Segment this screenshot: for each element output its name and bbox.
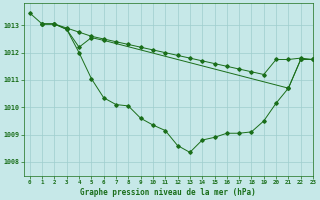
X-axis label: Graphe pression niveau de la mer (hPa): Graphe pression niveau de la mer (hPa): [80, 188, 256, 197]
